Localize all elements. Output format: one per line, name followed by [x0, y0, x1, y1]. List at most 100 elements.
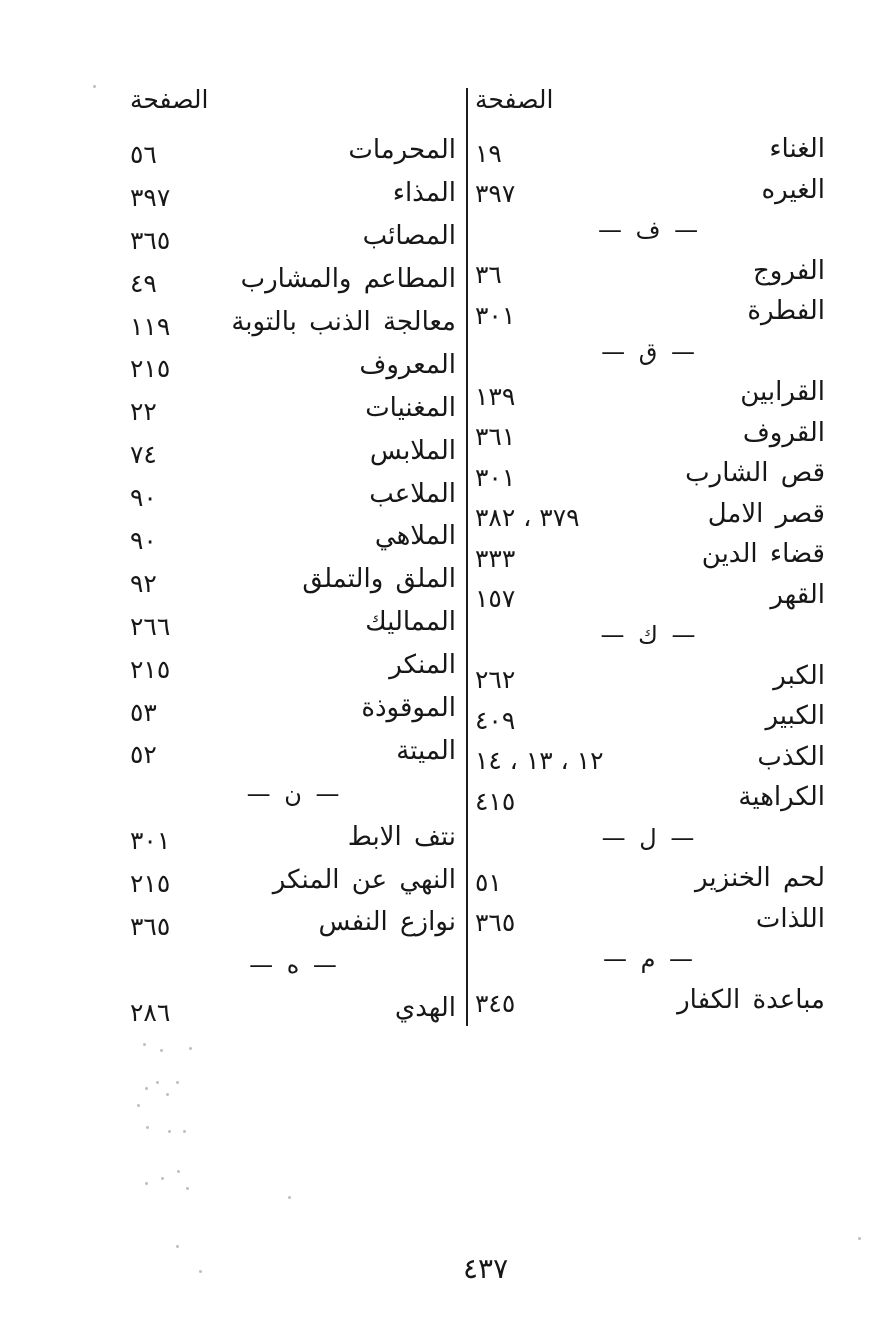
entry-label: الفطرة	[747, 296, 825, 327]
index-entry-row: الموقوذة ٥٣	[104, 687, 456, 730]
section-letter: — ه —	[249, 951, 337, 980]
index-entry-row: نوازع النفس ٣٦٥	[104, 901, 456, 944]
index-entry-row: الهدي ٢٨٦	[104, 987, 456, 1030]
entry-page-number: ٣٣٣	[475, 543, 516, 573]
section-letter: — م —	[602, 945, 694, 974]
entry-page-number: ٣٠١	[475, 300, 516, 330]
entry-page-number: ١٩	[475, 138, 502, 168]
entry-page-number: ١٣٩	[475, 381, 516, 411]
entry-label: المطاعم والمشارب	[240, 264, 456, 295]
entry-label: اللذات	[755, 903, 825, 934]
entry-label: المنكر	[389, 650, 456, 681]
entry-page-number: ٩٠	[130, 483, 157, 513]
entry-page-number: ٥٢	[130, 740, 157, 770]
entry-label: نتف الابط	[347, 821, 456, 852]
entry-page-number: ٣٦	[475, 260, 502, 290]
entry-label: معالجة الذنب بالتوبة	[231, 307, 456, 337]
entry-page-number: ٩٠	[130, 525, 157, 555]
page-number: ٤٣٧	[463, 1252, 509, 1285]
entry-label: المعروف	[359, 349, 456, 380]
entry-label: الميتة	[396, 735, 456, 766]
entry-page-number: ٩٢	[130, 568, 157, 598]
entry-label: القروف	[742, 417, 825, 448]
section-letter: — ق —	[601, 337, 695, 366]
entry-page-number: ٣٦١	[475, 422, 516, 452]
entry-page-number: ١٥٧	[475, 584, 516, 614]
section-separator: — ل —	[471, 818, 825, 859]
entry-label: الغناء	[769, 134, 825, 165]
entry-page-number: ٣٩٧	[130, 182, 171, 212]
entry-label: قص الشارب	[685, 458, 825, 489]
index-entry-row: القهر ١٥٧	[471, 575, 825, 616]
page-column-header-right: الصفحة	[475, 85, 554, 114]
scan-speck	[189, 1047, 192, 1050]
section-letter: — ك —	[600, 621, 696, 650]
section-separator: — ن —	[104, 772, 456, 815]
scan-speck	[288, 1196, 291, 1199]
entry-label: الكراهية	[738, 782, 825, 813]
entry-label: الموقوذة	[361, 693, 456, 724]
index-entry-row: المطاعم والمشارب ٤٩	[104, 258, 456, 301]
entry-page-number: ٢١٥	[130, 654, 171, 684]
entry-page-number: ٧٤	[130, 440, 157, 470]
entry-page-number: ٢١٥	[130, 869, 171, 899]
index-entry-row: قص الشارب ٣٠١	[471, 453, 825, 494]
entry-label: المماليك	[365, 607, 456, 638]
index-entry-row: الملاعب ٩٠	[104, 472, 456, 515]
scan-speck	[177, 1170, 180, 1173]
index-entries-left: المحرمات ٥٦ المذاء ٣٩٧ المصائب ٣٦٥ المطاعم وال…	[104, 129, 456, 1030]
entry-label: الملاعب	[369, 478, 456, 509]
scan-speck	[176, 1245, 179, 1248]
entry-page-number: ٣٦٥	[130, 911, 171, 941]
index-entry-row: اللذات ٣٦٥	[471, 899, 825, 940]
scan-speck	[161, 1177, 164, 1180]
entry-page-number: ٢١٥	[130, 354, 171, 384]
section-separator: — ق —	[471, 332, 825, 373]
section-letter: — ل —	[601, 823, 695, 852]
entry-page-number: ١٢ ، ١٣ ، ١٤	[475, 746, 604, 776]
index-entry-row: الكذب ١٢ ، ١٣ ، ١٤	[471, 737, 825, 778]
section-separator: — ف —	[471, 210, 825, 251]
column-divider-rule	[466, 88, 468, 1026]
entry-page-number: ٣٧٩ ، ٣٨٢	[475, 503, 580, 533]
scan-speck	[93, 85, 96, 88]
index-entry-row: الكراهية ٤١٥	[471, 777, 825, 818]
entry-page-number: ١١٩	[130, 311, 171, 341]
entry-page-number: ٥٦	[130, 139, 157, 169]
scan-speck	[137, 1104, 140, 1107]
index-entry-row: المماليك ٢٦٦	[104, 601, 456, 644]
index-entry-row: المذاء ٣٩٧	[104, 172, 456, 215]
entry-page-number: ٣٤٥	[475, 989, 516, 1019]
entry-label: الملق والتملق	[302, 564, 456, 595]
index-entry-row: الكبر ٢٦٢	[471, 656, 825, 697]
entry-page-number: ٢٨٦	[130, 997, 171, 1027]
index-entry-row: الغيره ٣٩٧	[471, 170, 825, 211]
index-entry-row: المغنيات ٢٢	[104, 386, 456, 429]
index-entry-row: القروف ٣٦١	[471, 413, 825, 454]
scan-speck	[166, 1093, 169, 1096]
scan-speck	[145, 1087, 148, 1090]
scan-speck	[858, 1237, 861, 1240]
index-entry-row: الملاهي ٩٠	[104, 515, 456, 558]
entry-page-number: ٤١٥	[475, 786, 516, 816]
entry-label: القرابين	[740, 377, 825, 408]
entry-label: الكبير	[765, 701, 825, 732]
scan-speck	[146, 1126, 149, 1129]
index-entry-row: القرابين ١٣٩	[471, 372, 825, 413]
entry-label: الكبر	[773, 660, 825, 691]
entry-page-number: ٢٦٢	[475, 665, 516, 695]
entry-label: الغيره	[761, 174, 825, 205]
entry-page-number: ٢٢	[130, 397, 157, 427]
entry-label: الكذب	[757, 741, 825, 772]
index-entry-row: المنكر ٢١٥	[104, 644, 456, 687]
index-entry-row: لحم الخنزير ٥١	[471, 858, 825, 899]
index-entry-row: النهي عن المنكر ٢١٥	[104, 858, 456, 901]
scan-speck	[183, 1130, 186, 1133]
index-entry-row: المصائب ٣٦٥	[104, 215, 456, 258]
scan-speck	[143, 1043, 146, 1046]
section-separator: — م —	[471, 939, 825, 980]
index-column-left: الصفحة المحرمات ٥٦ المذاء ٣٩٧ المصائب ٣٦٥ المط…	[104, 85, 456, 1030]
entry-label: الفروج	[753, 255, 825, 286]
scan-speck	[168, 1130, 171, 1133]
